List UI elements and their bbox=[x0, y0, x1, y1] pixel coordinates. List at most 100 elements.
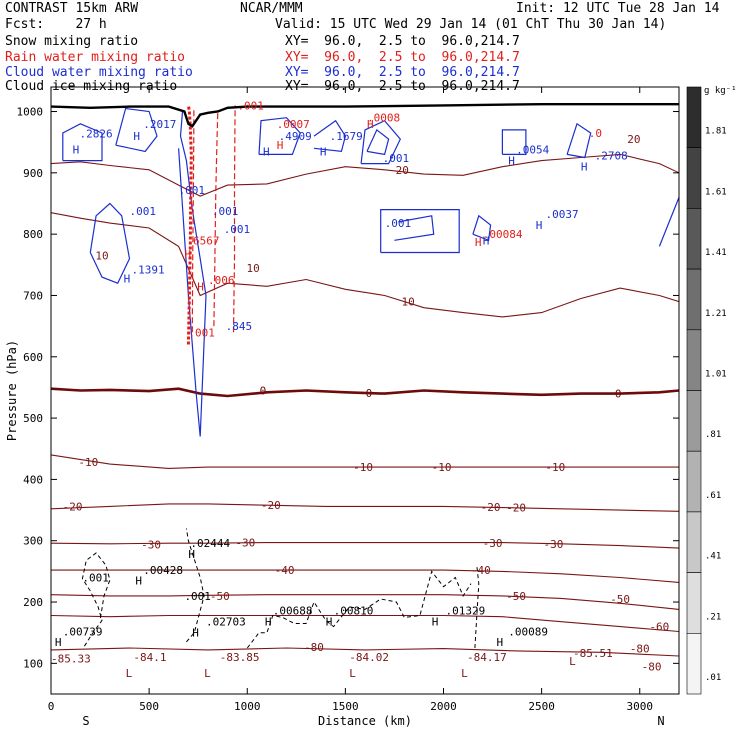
extremum-label: -84.1 bbox=[133, 651, 166, 664]
ice-contour bbox=[185, 528, 205, 643]
cloud-water-label: .1391 bbox=[131, 264, 164, 277]
temperature-contour bbox=[51, 594, 679, 610]
ice-label: .00089 bbox=[508, 625, 548, 638]
x-tick-label: 2500 bbox=[528, 700, 555, 713]
y-tick-label: 900 bbox=[23, 167, 43, 180]
extremum-label: L bbox=[204, 667, 211, 680]
south-label: S bbox=[82, 714, 89, 728]
colorbar-label: 1.41 bbox=[705, 248, 727, 258]
cloud-water-label: .1679 bbox=[330, 130, 363, 143]
x-tick-label: 2000 bbox=[430, 700, 457, 713]
cloud-water-label: .001 bbox=[179, 184, 206, 197]
colorbar-label: .41 bbox=[705, 552, 721, 562]
temperature-contour bbox=[51, 647, 679, 657]
rain-label: H bbox=[197, 280, 204, 293]
ice-label: H bbox=[326, 616, 333, 629]
field-name-rain: Rain water mixing ratio bbox=[5, 50, 186, 65]
colorbar-cell bbox=[686, 268, 702, 331]
temperature-contour bbox=[51, 542, 679, 549]
y-tick-label: 700 bbox=[23, 289, 43, 302]
rain-label: H bbox=[277, 139, 284, 152]
cloud-water-label: .0037 bbox=[546, 208, 579, 221]
cloud-water-contour bbox=[62, 123, 103, 162]
rain-contour bbox=[186, 105, 193, 345]
extremum-label: -84.02 bbox=[349, 651, 389, 664]
x-tick-label: 1500 bbox=[332, 700, 359, 713]
cloud-water-label: .0054 bbox=[516, 144, 549, 157]
ice-label: H bbox=[55, 636, 62, 649]
colorbar-cell bbox=[686, 390, 702, 452]
cloud-water-contour bbox=[658, 197, 679, 247]
plot-frame bbox=[50, 86, 680, 695]
cloud-water-label: .001 bbox=[224, 223, 251, 236]
colorbar-cell bbox=[686, 632, 702, 695]
cloud-water-label: H bbox=[124, 272, 131, 285]
field-name-snow: Snow mixing ratio bbox=[5, 34, 139, 49]
temperature-contour bbox=[51, 503, 679, 512]
temperature-label: -10 bbox=[353, 461, 373, 474]
colorbar-label: .01 bbox=[705, 673, 721, 683]
temperature-label: -30 bbox=[141, 538, 161, 551]
cloud-water-contour bbox=[258, 117, 301, 155]
cloud-water-label: H bbox=[263, 145, 270, 158]
cloud-water-label: .001 bbox=[130, 205, 157, 218]
ice-label: .001 bbox=[184, 590, 211, 603]
x-tick-label: 3000 bbox=[627, 700, 654, 713]
extremum-label: L bbox=[461, 667, 468, 680]
ice-label: H bbox=[135, 575, 142, 588]
temperature-label: -50 bbox=[610, 593, 630, 606]
rain-label: H bbox=[184, 248, 191, 261]
extremum-label: L bbox=[569, 655, 576, 668]
temperature-label: -80 bbox=[304, 641, 324, 654]
rain-label: H bbox=[475, 236, 482, 249]
ice-contour bbox=[81, 552, 111, 647]
rain-label: .6567 bbox=[186, 234, 219, 247]
ice-contour bbox=[246, 570, 472, 649]
ice-label: H bbox=[265, 616, 272, 629]
colorbar-cell bbox=[686, 147, 702, 209]
cloud-water-label: .4909 bbox=[279, 130, 312, 143]
cloud-water-label: .001 bbox=[385, 217, 412, 230]
cloud-water-contour bbox=[394, 215, 435, 241]
cloud-water-label: H bbox=[320, 145, 327, 158]
rain-label: .0008 bbox=[367, 112, 400, 125]
cloud-water-label: H bbox=[581, 161, 588, 174]
x-axis-label: Distance (km) bbox=[318, 714, 412, 728]
temperature-label: -30 bbox=[483, 537, 503, 550]
temperature-label: 20 bbox=[396, 164, 409, 177]
temperature-label: -40 bbox=[471, 564, 491, 577]
temperature-label: -80 bbox=[630, 643, 650, 656]
temperature-label: 10 bbox=[95, 250, 108, 263]
temperature-label: -30 bbox=[235, 537, 255, 550]
ice-label: .02703 bbox=[206, 616, 246, 629]
rain-contour bbox=[213, 111, 219, 327]
forecast-hour: Fcst: 27 h bbox=[5, 17, 107, 32]
colorbar-label: .61 bbox=[705, 491, 721, 501]
temperature-label: -20 bbox=[63, 500, 83, 513]
colorbar-label: 1.21 bbox=[705, 309, 727, 319]
colorbar-cell bbox=[686, 511, 702, 573]
extremum-label: -84.17 bbox=[467, 651, 507, 664]
ice-label: .01329 bbox=[445, 605, 485, 618]
y-tick-label: 300 bbox=[23, 535, 43, 548]
colorbar-cell bbox=[686, 208, 702, 270]
temperature-label: -40 bbox=[275, 564, 295, 577]
temperature-label: 0 bbox=[260, 385, 267, 398]
temperature-label: 0 bbox=[366, 387, 373, 400]
rain-label: .001 bbox=[237, 99, 264, 112]
cloud-water-contour bbox=[501, 129, 527, 155]
ice-label: .00739 bbox=[63, 625, 103, 638]
rain-contour bbox=[232, 105, 236, 333]
extremum-label: L bbox=[126, 667, 133, 680]
colorbar-cell bbox=[686, 329, 702, 391]
ice-label: H bbox=[432, 616, 439, 629]
temperature-label: -50 bbox=[210, 590, 230, 603]
y-tick-label: 500 bbox=[23, 412, 43, 425]
temperature-label: 0 bbox=[615, 388, 622, 401]
extremum-label: -85.33 bbox=[51, 652, 91, 665]
y-tick-label: 200 bbox=[23, 596, 43, 609]
rain-label: .001 bbox=[188, 326, 215, 339]
temperature-label: -80 bbox=[642, 660, 662, 673]
colorbar-label: .21 bbox=[705, 612, 721, 622]
y-tick-label: 1000 bbox=[17, 106, 44, 119]
